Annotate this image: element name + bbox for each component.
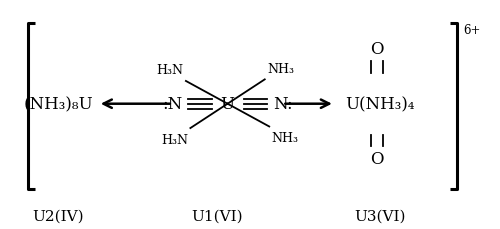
Text: (NH₃)₈U: (NH₃)₈U — [23, 96, 93, 113]
Text: NH₃: NH₃ — [267, 63, 294, 76]
Text: U3(VI): U3(VI) — [354, 209, 406, 223]
Text: 6+: 6+ — [463, 23, 480, 36]
Text: H₃N: H₃N — [161, 133, 188, 146]
Text: U: U — [220, 96, 234, 113]
Text: N:: N: — [274, 96, 293, 113]
Text: O: O — [370, 150, 384, 167]
Text: O: O — [370, 41, 384, 58]
Text: :N: :N — [162, 96, 182, 113]
Text: U(NH₃)₄: U(NH₃)₄ — [345, 96, 414, 113]
Text: H₃N: H₃N — [156, 64, 184, 77]
Text: NH₃: NH₃ — [272, 131, 298, 144]
Text: U1(VI): U1(VI) — [192, 209, 244, 223]
Text: U2(IV): U2(IV) — [32, 209, 84, 223]
